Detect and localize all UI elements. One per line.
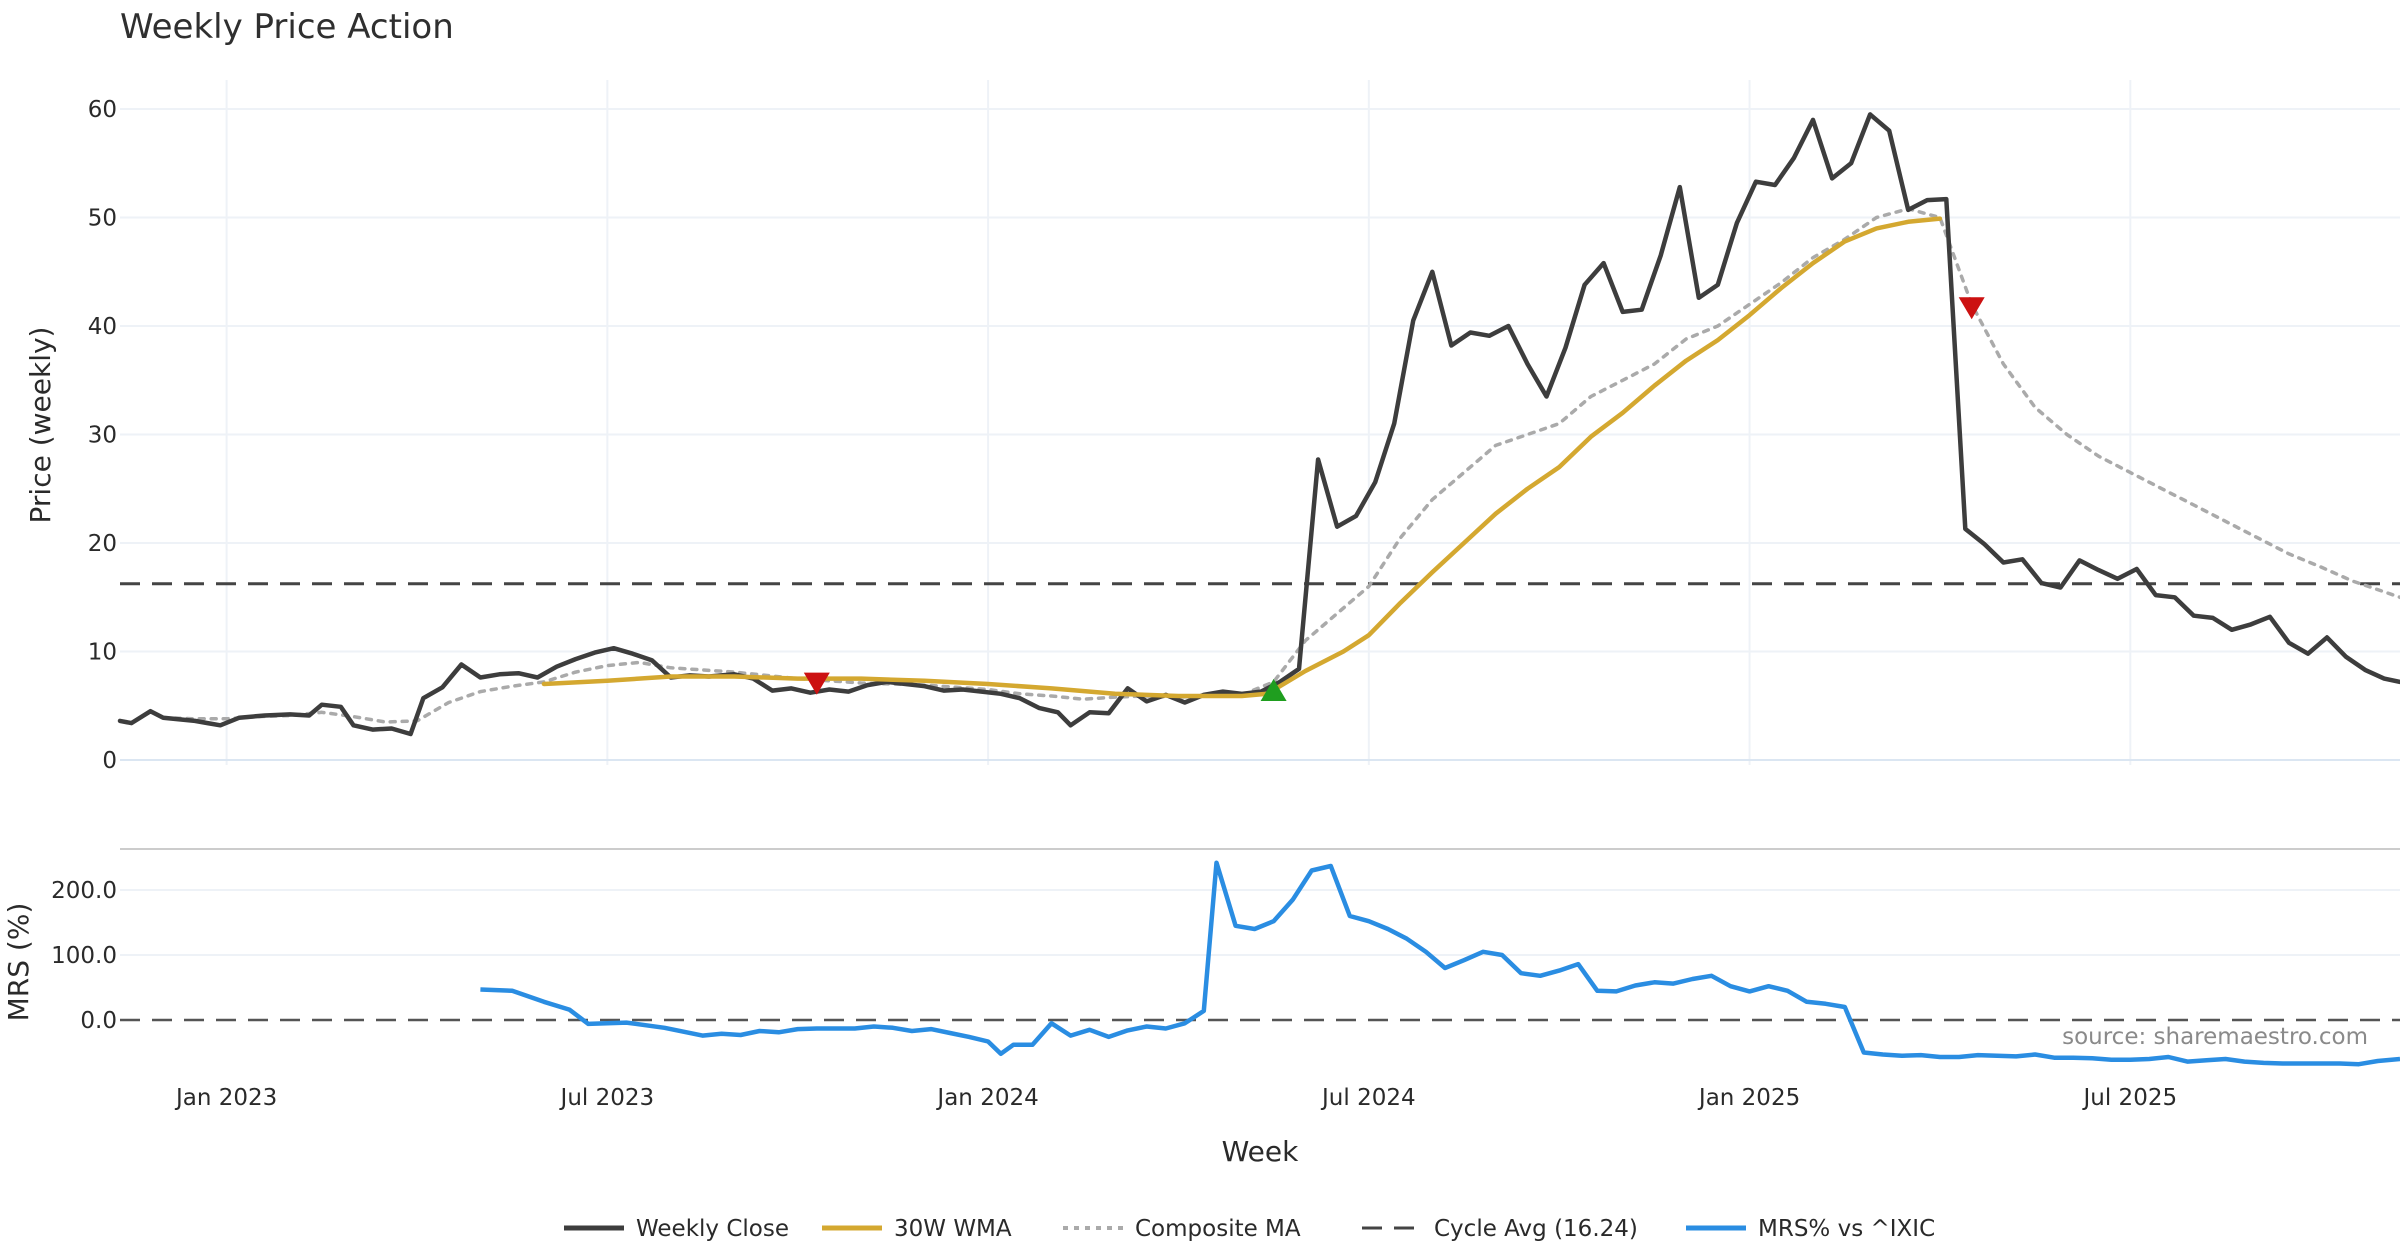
price-series-group [117,112,2400,737]
series-mrs [480,860,2400,1067]
price-y-axis-label: Price (weekly) [24,327,57,524]
x-tick-label: Jan 2023 [174,1085,277,1111]
series-weekly-close [117,112,2400,737]
mrs-y-axis-label: MRS (%) [2,903,35,1022]
price-y-tick-label: 30 [88,423,117,449]
signal-markers [803,297,1985,701]
legend-label: Composite MA [1135,1216,1301,1242]
mrs-y-ticks: 0.0 100.0 200.0 [51,878,117,1034]
legend: Weekly Close 30W WMA Composite MA Cycle Avg… [564,1216,1935,1242]
price-y-ticks: 0 10 20 30 40 50 60 [88,97,117,774]
x-ticks: Jan 2023 Jul 2023 Jan 2024 Jul 2024 Jan 2025… [174,1085,2177,1111]
price-y-tick-label: 20 [88,531,117,557]
series-composite-ma [161,207,2400,724]
buy-signal-marker-1 [1260,678,1287,701]
sell-signal-marker-2 [1958,297,1985,320]
legend-label: 30W WMA [894,1216,1012,1242]
x-tick-label: Jan 2024 [935,1085,1038,1111]
x-tick-label: Jul 2023 [559,1085,655,1111]
price-y-tick-label: 50 [88,206,117,232]
legend-label: MRS% vs ^IXIC [1758,1216,1935,1242]
x-tick-label: Jul 2025 [2082,1085,2178,1111]
price-y-tick-label: 0 [102,748,117,774]
source-note: source: sharemaestro.com [2062,1024,2368,1050]
x-tick-label: Jul 2024 [1320,1085,1416,1111]
legend-label: Cycle Avg (16.24) [1434,1216,1638,1242]
price-y-tick-label: 40 [88,314,117,340]
sell-signal-marker-0 [803,672,830,695]
mrs-y-tick-label: 200.0 [51,878,117,904]
series-30w-wma [541,216,1943,699]
x-tick-label: Jan 2025 [1697,1085,1800,1111]
price-y-tick-label: 10 [88,640,117,666]
mrs-y-tick-label: 100.0 [51,943,117,969]
price-grid [120,80,2400,765]
x-axis-label: Week [1222,1135,1299,1168]
mrs-y-tick-label: 0.0 [80,1008,117,1034]
mrs-grid [120,889,2400,956]
price-y-tick-label: 60 [88,97,117,123]
mrs-series-group [120,860,2400,1067]
chart-title: Weekly Price Action [120,7,454,47]
legend-label: Weekly Close [636,1216,789,1242]
